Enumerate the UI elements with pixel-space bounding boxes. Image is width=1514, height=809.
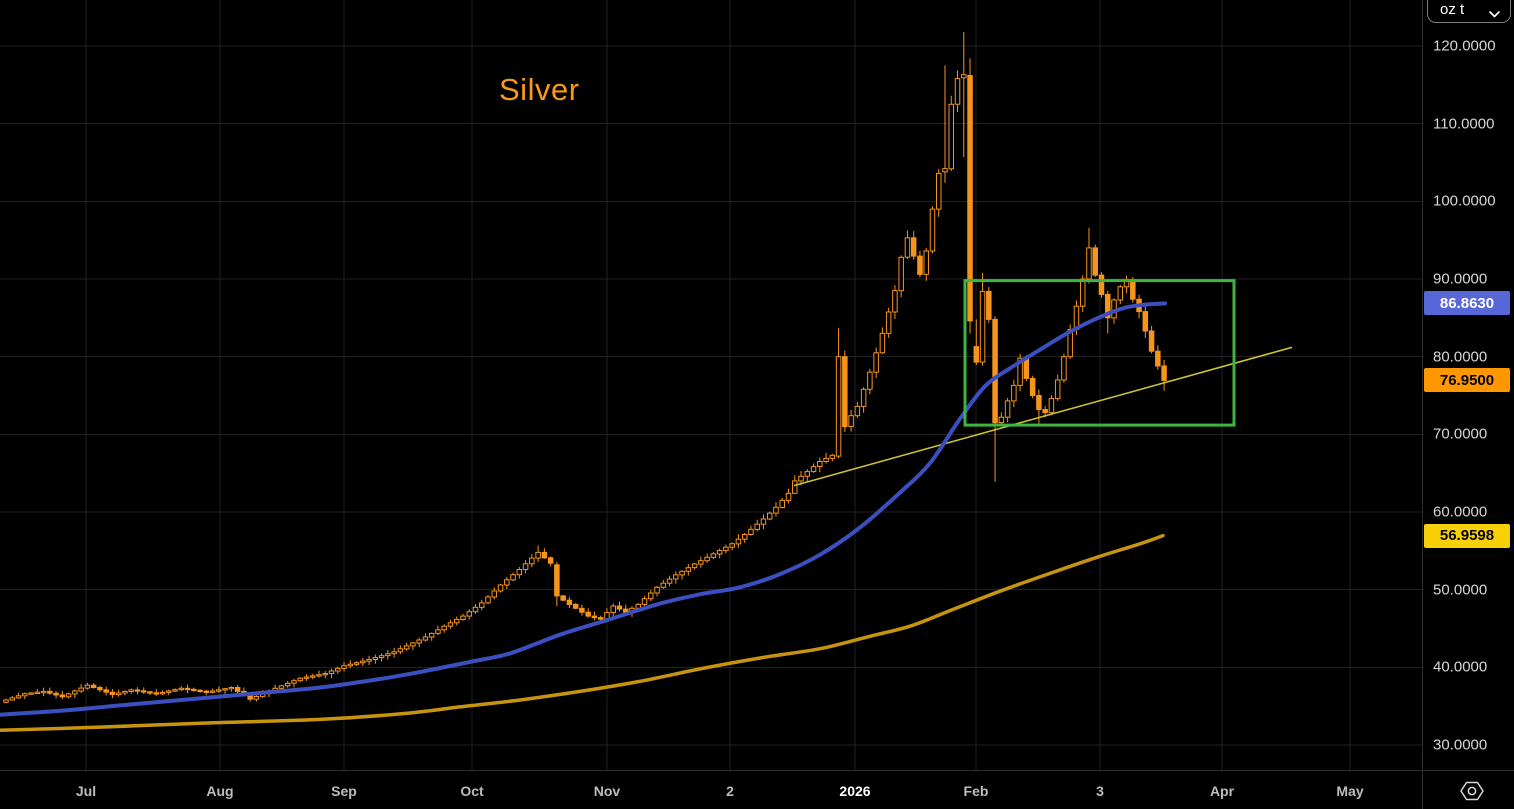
price-tick-label: 110.0000 xyxy=(1433,115,1495,133)
price-tick-label: 100.0000 xyxy=(1433,192,1496,210)
price-tick-label: 70.0000 xyxy=(1433,425,1488,443)
time-tick-label: May xyxy=(1336,782,1364,799)
price-axis[interactable]: 120.0000 110.0000 100.0000 90.0000 80.0000 70… xyxy=(1422,0,1514,770)
price-tick-label: 90.0000 xyxy=(1433,270,1488,288)
hexagon-gear-icon xyxy=(1460,781,1484,800)
time-tick-label: 2026 xyxy=(839,782,871,799)
unit-dropdown[interactable]: oz t xyxy=(1427,0,1511,23)
price-tick-label: 50.0000 xyxy=(1433,581,1488,599)
chart-canvas[interactable]: Silver xyxy=(0,0,1422,770)
axis-settings-icon[interactable] xyxy=(1450,771,1494,809)
time-tick-label: Sep xyxy=(331,782,357,799)
trendline[interactable] xyxy=(793,346,1293,487)
rectangle-annotation[interactable] xyxy=(963,279,1236,427)
time-tick-label: Apr xyxy=(1209,782,1235,799)
time-tick-label: Aug xyxy=(206,782,234,799)
price-tick-label: 30.0000 xyxy=(1433,736,1488,754)
time-tick-label: Jul xyxy=(75,782,97,799)
time-tick-label: Oct xyxy=(460,782,484,799)
last-price-tag: 76.9500 xyxy=(1424,368,1510,393)
unit-dropdown-label: oz t xyxy=(1440,1,1465,18)
price-tick-label: 40.0000 xyxy=(1433,658,1488,676)
chevron-down-icon xyxy=(1489,11,1500,18)
ma-fast-line[interactable] xyxy=(0,301,1167,717)
price-tick-label: 60.0000 xyxy=(1433,503,1488,521)
price-tick-label: 80.0000 xyxy=(1433,348,1488,366)
time-axis[interactable]: Jul Aug Sep Oct Nov 2 2026 Feb 3 Apr May xyxy=(0,770,1514,809)
symbol-title: Silver xyxy=(499,72,580,107)
candlestick-series xyxy=(3,32,1167,704)
ma-fast-value-tag: 86.8630 xyxy=(1424,291,1510,316)
ma-slow-line[interactable] xyxy=(0,533,1165,732)
time-tick-label: 2 xyxy=(726,782,734,799)
gridlines xyxy=(0,0,1422,770)
axis-divider xyxy=(1422,771,1423,809)
chart-plot[interactable] xyxy=(0,0,1422,770)
time-tick-label: Feb xyxy=(963,782,989,799)
price-tick-label: 120.0000 xyxy=(1433,37,1496,55)
time-tick-label: Nov xyxy=(593,782,621,799)
time-tick-label: 3 xyxy=(1096,782,1104,799)
ma-slow-value-tag: 56.9598 xyxy=(1424,523,1510,548)
